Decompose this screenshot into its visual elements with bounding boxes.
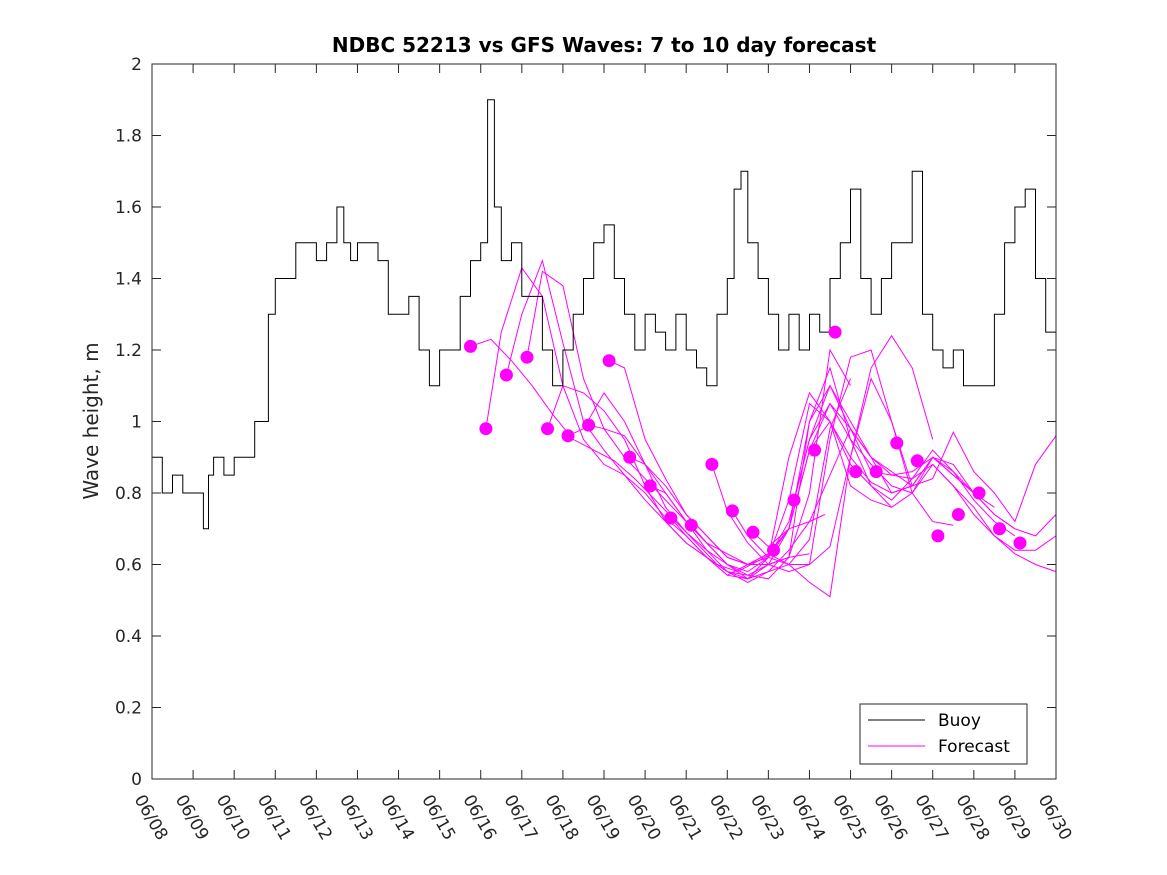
- buoy-series: [152, 99, 1057, 530]
- forecast-marker: [561, 429, 575, 443]
- forecast-line-16: [773, 384, 1057, 551]
- y-tick-label: 2: [131, 55, 142, 75]
- chart-title: NDBC 52213 vs GFS Waves: 7 to 10 day for…: [332, 33, 877, 57]
- forecast-line-1: [470, 338, 779, 573]
- forecast-marker: [1013, 536, 1027, 550]
- plot-area: [152, 64, 1056, 779]
- forecast-marker: [746, 525, 760, 539]
- forecast-marker: [464, 339, 477, 353]
- legend: Buoy Forecast: [859, 703, 1028, 765]
- forecast-line-15: [752, 402, 1057, 551]
- y-tick-label: 0.2: [115, 699, 142, 719]
- y-tick-label: 0.8: [115, 484, 142, 504]
- forecast-marker: [725, 504, 739, 518]
- forecast-marker: [664, 511, 678, 525]
- forecast-line-17: [793, 384, 1057, 523]
- y-tick-label: 0.4: [115, 627, 142, 647]
- forecast-marker: [705, 457, 719, 471]
- forecast-marker: [767, 543, 780, 557]
- legend-forecast-label: Forecast: [938, 737, 1010, 757]
- forecast-marker: [849, 465, 863, 479]
- forecast-marker: [890, 436, 904, 450]
- y-tick-label: 1.6: [115, 198, 142, 218]
- forecast-marker: [479, 422, 493, 436]
- forecast-markers: [464, 325, 1027, 557]
- forecast-marker: [993, 522, 1006, 536]
- forecast-marker: [910, 454, 924, 468]
- y-tick-label: 1: [131, 413, 142, 433]
- forecast-marker: [520, 350, 534, 364]
- forecast-marker: [643, 479, 657, 493]
- forecast-line-14: [731, 402, 1057, 573]
- y-tick-label: 1.2: [115, 341, 142, 361]
- forecast-marker: [828, 325, 842, 339]
- y-tick-label: 1.8: [115, 127, 142, 147]
- y-tick-label: 0: [131, 770, 142, 790]
- forecast-marker: [808, 443, 822, 457]
- y-tick-labels: 0 0.2 0.4 0.6 0.8 1 1.2 1.4 1.6 1.8 2: [115, 55, 142, 790]
- legend-buoy-label: Buoy: [938, 711, 981, 731]
- forecast-line-5: [547, 348, 851, 580]
- forecast-marker: [787, 493, 801, 507]
- forecast-series: [470, 258, 1057, 598]
- forecast-marker: [582, 418, 596, 432]
- axis-ticks: [151, 63, 1057, 780]
- forecast-marker: [951, 508, 965, 521]
- forecast-marker: [684, 518, 698, 532]
- forecast-marker: [602, 354, 616, 368]
- y-axis-label: Wave height, m: [79, 342, 103, 499]
- forecast-marker: [869, 465, 883, 479]
- y-tick-label: 0.6: [115, 556, 142, 576]
- forecast-marker: [972, 486, 986, 500]
- forecast-marker: [623, 450, 637, 464]
- buoy-line: [152, 99, 1057, 530]
- forecast-marker: [499, 368, 513, 382]
- forecast-line-12: [690, 402, 1016, 573]
- y-tick-label: 1.4: [115, 270, 142, 290]
- legend-box: [859, 703, 1028, 765]
- forecast-marker: [931, 529, 945, 543]
- forecast-marker: [541, 422, 554, 436]
